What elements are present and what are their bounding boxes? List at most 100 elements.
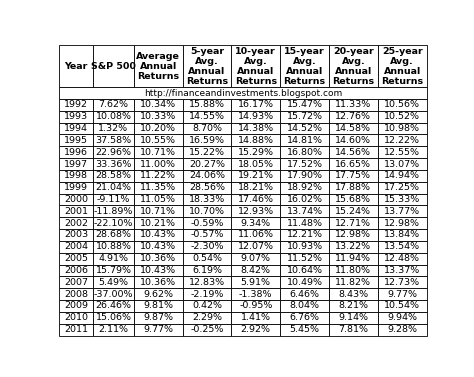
Bar xyxy=(280,123,329,135)
Text: 11.06%: 11.06% xyxy=(238,230,274,239)
Bar xyxy=(59,170,93,182)
Bar xyxy=(59,193,93,205)
Text: -1.38%: -1.38% xyxy=(239,290,273,299)
Bar xyxy=(134,300,182,312)
Bar xyxy=(329,205,378,217)
Bar xyxy=(134,99,182,111)
Text: 4.91%: 4.91% xyxy=(99,254,128,263)
Bar xyxy=(182,99,231,111)
Text: 14.81%: 14.81% xyxy=(287,136,323,145)
Text: 10.52%: 10.52% xyxy=(384,112,420,121)
Text: 2003: 2003 xyxy=(64,230,88,239)
Text: 10.56%: 10.56% xyxy=(384,100,420,109)
Text: -37.00%: -37.00% xyxy=(94,290,133,299)
Bar xyxy=(59,87,427,99)
Text: 13.54%: 13.54% xyxy=(384,242,420,251)
Text: 25-year
Avg.
Annual
Returns: 25-year Avg. Annual Returns xyxy=(381,47,423,86)
Text: 10-year
Avg.
Annual
Returns: 10-year Avg. Annual Returns xyxy=(235,47,277,86)
Text: 12.71%: 12.71% xyxy=(336,219,371,228)
Text: 0.42%: 0.42% xyxy=(192,302,222,310)
Bar xyxy=(280,158,329,170)
Bar xyxy=(59,241,93,253)
Bar xyxy=(59,45,93,87)
Bar xyxy=(182,265,231,276)
Bar xyxy=(134,288,182,300)
Text: 21.04%: 21.04% xyxy=(95,183,131,192)
Text: 13.84%: 13.84% xyxy=(384,230,420,239)
Bar xyxy=(378,253,427,265)
Bar xyxy=(93,205,134,217)
Bar xyxy=(378,111,427,123)
Bar xyxy=(59,276,93,288)
Text: -2.30%: -2.30% xyxy=(190,242,224,251)
Bar xyxy=(378,265,427,276)
Bar xyxy=(231,123,280,135)
Bar xyxy=(329,182,378,193)
Text: 17.52%: 17.52% xyxy=(287,159,323,169)
Bar xyxy=(134,45,182,87)
Bar xyxy=(329,276,378,288)
Text: 14.52%: 14.52% xyxy=(287,124,323,133)
Text: 12.73%: 12.73% xyxy=(384,278,420,287)
Text: 1996: 1996 xyxy=(64,148,88,157)
Bar xyxy=(329,312,378,324)
Bar xyxy=(280,170,329,182)
Bar xyxy=(329,217,378,229)
Text: 28.56%: 28.56% xyxy=(189,183,225,192)
Bar xyxy=(134,253,182,265)
Bar xyxy=(93,182,134,193)
Bar xyxy=(329,288,378,300)
Text: 2010: 2010 xyxy=(64,313,88,322)
Bar xyxy=(280,312,329,324)
Text: 10.54%: 10.54% xyxy=(384,302,420,310)
Text: 9.94%: 9.94% xyxy=(387,313,417,322)
Bar xyxy=(378,158,427,170)
Text: 15.24%: 15.24% xyxy=(336,207,371,216)
Text: -9.11%: -9.11% xyxy=(97,195,130,204)
Text: 11.35%: 11.35% xyxy=(140,183,176,192)
Text: 15.29%: 15.29% xyxy=(238,148,274,157)
Bar xyxy=(329,193,378,205)
Text: 15.47%: 15.47% xyxy=(287,100,323,109)
Text: 10.36%: 10.36% xyxy=(140,278,176,287)
Text: 14.38%: 14.38% xyxy=(237,124,274,133)
Text: 17.75%: 17.75% xyxy=(336,171,371,180)
Bar xyxy=(182,217,231,229)
Bar xyxy=(329,265,378,276)
Bar xyxy=(59,205,93,217)
Text: 12.21%: 12.21% xyxy=(287,230,323,239)
Bar xyxy=(280,205,329,217)
Text: 10.43%: 10.43% xyxy=(140,230,176,239)
Bar xyxy=(93,276,134,288)
Bar xyxy=(93,265,134,276)
Text: 6.19%: 6.19% xyxy=(192,266,222,275)
Bar xyxy=(59,312,93,324)
Bar xyxy=(182,193,231,205)
Text: 10.71%: 10.71% xyxy=(140,148,176,157)
Text: 18.92%: 18.92% xyxy=(287,183,323,192)
Bar xyxy=(182,158,231,170)
Text: 16.02%: 16.02% xyxy=(287,195,323,204)
Text: 12.98%: 12.98% xyxy=(384,219,420,228)
Text: 12.48%: 12.48% xyxy=(384,254,420,263)
Bar xyxy=(59,265,93,276)
Text: 12.98%: 12.98% xyxy=(336,230,371,239)
Text: 5.49%: 5.49% xyxy=(99,278,128,287)
Bar xyxy=(378,146,427,158)
Bar xyxy=(59,135,93,146)
Bar xyxy=(93,253,134,265)
Bar xyxy=(59,229,93,241)
Bar xyxy=(329,146,378,158)
Bar xyxy=(231,229,280,241)
Text: 2.92%: 2.92% xyxy=(241,325,271,334)
Text: 7.62%: 7.62% xyxy=(99,100,128,109)
Bar xyxy=(134,158,182,170)
Bar xyxy=(231,276,280,288)
Bar xyxy=(93,312,134,324)
Text: 12.76%: 12.76% xyxy=(336,112,371,121)
Bar xyxy=(280,135,329,146)
Text: 18.05%: 18.05% xyxy=(238,159,274,169)
Bar xyxy=(231,300,280,312)
Text: 10.88%: 10.88% xyxy=(95,242,131,251)
Bar xyxy=(280,241,329,253)
